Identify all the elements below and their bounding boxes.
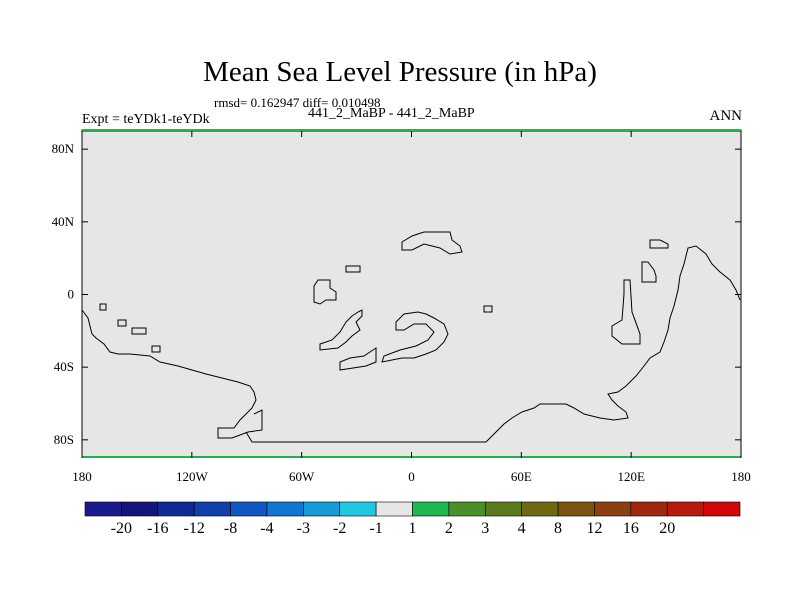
colorbar-label: 4 (518, 520, 526, 537)
colorbar-swatch (230, 501, 268, 517)
colorbar-label: 8 (554, 520, 562, 537)
colorbar-swatch (303, 501, 341, 517)
coastline-atlantic-6 (381, 311, 449, 363)
longitude-axis: 180 120W 60W 0 60E 120E 180 (72, 131, 751, 484)
coastline-atlantic-7 (483, 305, 493, 313)
lon-tick-label: 180 (72, 469, 92, 484)
lat-tick-label: 80N (52, 141, 75, 156)
coastline-tropic-1 (99, 303, 107, 311)
map-background (82, 130, 741, 457)
colorbar: -20 -16 -12 -8 -4 -3 -2 -1 1 2 3 4 8 12 16 20 (84, 501, 741, 537)
experiment-label: Expt = teYDk1-teYDk (82, 112, 210, 127)
colorbar-swatch (594, 501, 632, 517)
coastlines (81, 231, 741, 443)
coastline-atlantic-4 (319, 309, 363, 351)
lat-tick-label: 40S (54, 359, 74, 374)
coastline-tropic-2 (117, 319, 127, 327)
colorbar-swatch (521, 501, 559, 517)
colorbar-swatch (448, 501, 486, 517)
coastline-atlantic-3 (401, 231, 463, 255)
colorbar-swatch (339, 501, 377, 517)
colorbar-swatch (375, 501, 413, 517)
colorbar-label: 2 (445, 520, 453, 537)
coastline-tropic-4 (151, 345, 161, 353)
colorbar-label: 20 (659, 520, 675, 537)
colorbar-label: 1 (409, 520, 417, 537)
lat-tick-label: 0 (68, 287, 75, 302)
colorbar-swatch (121, 501, 159, 517)
rmsd-diff-stats: rmsd= 0.162947 diff= 0.010498 (214, 95, 381, 110)
season-label: ANN (709, 108, 743, 124)
lon-tick-label: 0 (408, 469, 415, 484)
colorbar-swatch (157, 501, 195, 517)
colorbar-label: -4 (260, 520, 273, 537)
case-names: 441_2_MaBP - 441_2_MaBP (308, 106, 475, 121)
colorbar-label: -20 (111, 520, 132, 537)
lon-tick-label: 120E (617, 469, 645, 484)
colorbar-label: -1 (369, 520, 382, 537)
latitude-axis: 80N 40N 0 40S 80S (52, 141, 741, 447)
coastline-tropic-3 (131, 327, 147, 335)
colorbar-swatch (484, 501, 522, 517)
colorbar-label: -12 (184, 520, 205, 537)
lon-tick-label: 180 (731, 469, 751, 484)
colorbar-swatch (630, 501, 668, 517)
colorbar-label: -3 (297, 520, 310, 537)
lon-tick-label: 120W (176, 469, 209, 484)
colorbar-swatch (557, 501, 595, 517)
colorbar-label: -8 (224, 520, 237, 537)
colorbar-swatch (266, 501, 304, 517)
coastline-indian-1 (611, 279, 641, 345)
colorbar-label: -2 (333, 520, 346, 537)
colorbar-swatch (703, 501, 741, 517)
colorbar-label: 3 (481, 520, 489, 537)
lat-tick-label: 40N (52, 214, 75, 229)
coastline-atlantic-5 (339, 347, 377, 371)
colorbar-label: -16 (147, 520, 168, 537)
coastline-atlantic-1 (313, 279, 337, 305)
colorbar-swatch (412, 501, 450, 517)
lon-tick-label: 60W (289, 469, 315, 484)
coastline-antarctica (245, 245, 741, 443)
coastline-indian-2 (641, 261, 657, 283)
lat-tick-label: 80S (54, 432, 74, 447)
coastline-indian-3 (649, 239, 669, 249)
lon-tick-label: 60E (511, 469, 532, 484)
colorbar-label: 16 (623, 520, 639, 537)
coastline-atlantic-2 (345, 265, 361, 273)
colorbar-swatch (193, 501, 231, 517)
colorbar-swatch (666, 501, 704, 517)
colorbar-label: 12 (586, 520, 602, 537)
map-title: Mean Sea Level Pressure (in hPa) (203, 56, 597, 88)
coastline-south-america (81, 309, 263, 439)
colorbar-swatch (84, 501, 122, 517)
